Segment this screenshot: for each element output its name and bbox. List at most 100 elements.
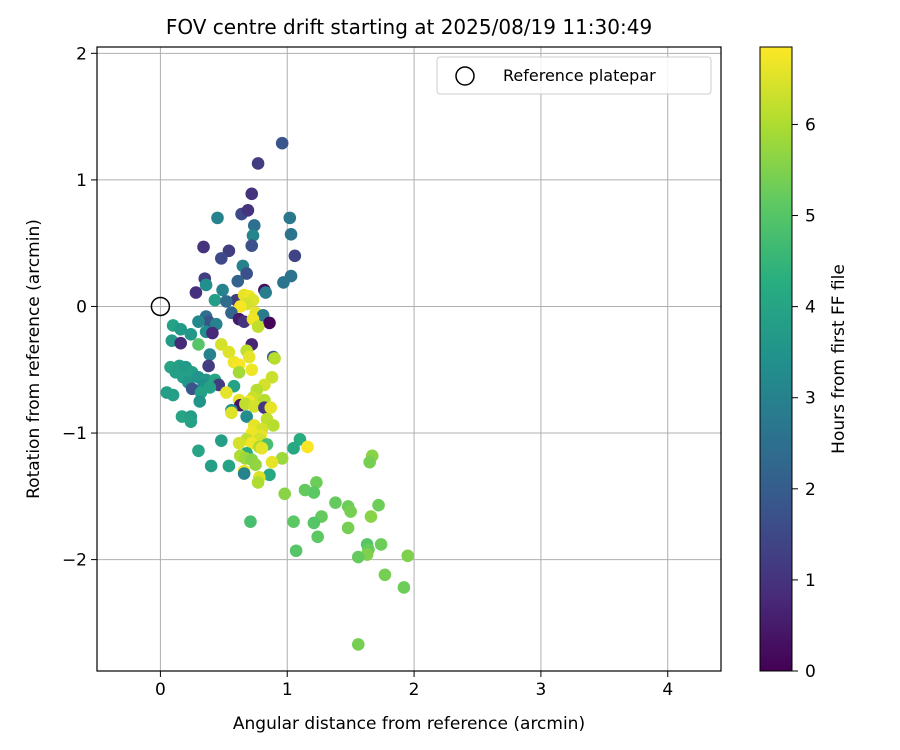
data-point (310, 476, 323, 489)
y-tick-label: −2 (62, 551, 87, 571)
data-point (174, 322, 188, 336)
data-point (287, 441, 300, 455)
data-point (351, 550, 365, 564)
data-point (275, 452, 289, 465)
data-point (251, 157, 265, 170)
data-point (211, 211, 224, 225)
x-tick-label: 1 (282, 680, 293, 700)
data-point (222, 345, 236, 359)
data-point (374, 538, 388, 551)
data-point (208, 293, 222, 307)
x-axis-label: Angular distance from reference (arcmin) (233, 714, 585, 734)
data-point (329, 496, 342, 509)
data-point (284, 228, 298, 241)
y-tick-label: 1 (76, 171, 87, 191)
x-tick-label: 0 (155, 680, 166, 700)
x-tick-label: 2 (409, 680, 420, 700)
data-point (197, 240, 210, 254)
colorbar-tick-label: 5 (805, 207, 816, 227)
data-point (277, 276, 290, 289)
legend: Reference platepar (436, 56, 712, 95)
legend-label: Reference platepar (503, 66, 656, 85)
colorbar-tick-label: 6 (805, 115, 816, 135)
data-point (214, 252, 228, 265)
data-point (234, 300, 247, 313)
data-point (372, 498, 385, 512)
data-point (220, 386, 233, 399)
data-point (189, 286, 203, 299)
data-point (251, 476, 265, 489)
data-point (240, 267, 253, 280)
colorbar-tick-label: 4 (805, 298, 816, 318)
data-point (311, 530, 324, 544)
data-point (225, 406, 238, 420)
data-point (275, 136, 289, 150)
data-point (166, 388, 180, 402)
y-tick-label: 2 (76, 44, 87, 64)
data-point (216, 283, 229, 297)
data-point (288, 249, 302, 263)
y-axis-label: Rotation from reference (arcmin) (24, 219, 44, 499)
data-point (192, 338, 205, 351)
data-point (344, 505, 357, 518)
data-point (192, 315, 205, 328)
data-point (378, 568, 392, 582)
x-axis-ticks: 0 1 2 3 4 (155, 671, 673, 700)
colorbar-tick-label: 3 (805, 389, 816, 409)
colorbar-tick-label: 2 (805, 480, 816, 500)
x-tick-label: 3 (535, 680, 546, 700)
data-point (246, 229, 260, 242)
data-point (251, 320, 265, 334)
data-point (259, 286, 272, 299)
colorbar-label: Hours from first FF file (829, 264, 849, 454)
data-point (363, 455, 376, 469)
data-point (364, 510, 378, 523)
y-tick-label: −1 (62, 424, 87, 444)
data-point (192, 444, 205, 458)
data-point (287, 515, 300, 528)
data-point (244, 515, 257, 528)
data-point (289, 544, 303, 558)
data-point (278, 487, 292, 501)
data-point (401, 549, 415, 563)
data-point (245, 239, 259, 253)
data-point (241, 203, 255, 217)
plot-frame (96, 46, 722, 672)
data-point (202, 359, 215, 373)
data-point (283, 211, 297, 225)
data-point (245, 187, 259, 201)
data-point (231, 274, 245, 288)
data-point (266, 419, 280, 432)
data-point (263, 316, 276, 330)
data-point (351, 638, 365, 651)
chart-title: FOV centre drift starting at 2025/08/19 … (166, 15, 652, 39)
data-point (232, 436, 246, 450)
data-point (203, 348, 217, 361)
data-point (184, 415, 198, 428)
data-point (341, 521, 355, 535)
data-point (242, 350, 256, 364)
data-points (160, 136, 415, 651)
data-point (237, 467, 251, 480)
data-point (232, 365, 246, 379)
data-point (265, 455, 279, 469)
data-point (199, 278, 213, 292)
data-point (214, 434, 228, 447)
data-point (247, 400, 261, 413)
legend-marker-icon (455, 66, 475, 86)
data-point (222, 459, 236, 473)
data-point (264, 401, 278, 415)
colorbar-tick-label: 1 (805, 571, 816, 591)
data-point (301, 440, 314, 454)
y-axis-ticks: 2 1 0 −1 −2 (62, 44, 97, 571)
data-point (307, 516, 321, 530)
data-point (263, 468, 276, 482)
data-point (240, 410, 253, 423)
grid (97, 47, 721, 671)
colorbar (759, 46, 793, 672)
legend-box (436, 56, 712, 95)
data-point (204, 459, 218, 473)
colorbar-tick-label: 0 (805, 662, 816, 682)
data-point (247, 219, 261, 232)
